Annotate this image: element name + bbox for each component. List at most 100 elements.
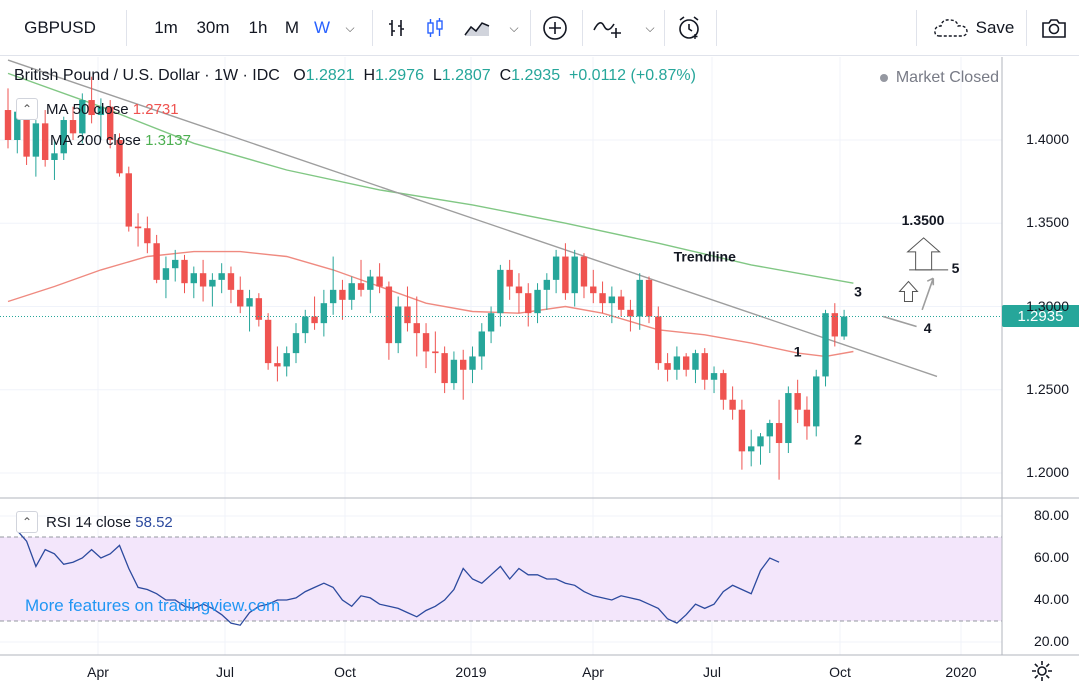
candle-body: [497, 269, 504, 314]
rsi-tick-label: 80.00: [1033, 507, 1069, 523]
candle-body: [636, 279, 643, 317]
candle-body: [617, 296, 625, 310]
candles-icon: [427, 18, 443, 37]
tradingview-watermark-link[interactable]: More features on tradingview.com: [25, 596, 281, 615]
candle-body: [218, 273, 225, 280]
annotation-label: 1.3500: [902, 212, 945, 228]
intervals-dropdown[interactable]: ⌵: [340, 0, 360, 56]
annotation-label: 1: [794, 343, 802, 359]
rsi-legend: ⌃ RSI 14 close 58.52: [16, 511, 173, 533]
candle-body: [32, 123, 40, 157]
annotation-label: 5: [952, 260, 960, 276]
high-label: H: [363, 67, 376, 84]
time-tick-label: Apr: [87, 664, 109, 680]
ma50-legend: ⌃ MA 50 close 1.2731: [16, 98, 179, 120]
open-value: 1.2821: [305, 67, 355, 84]
status-dot-icon: [879, 74, 888, 82]
candle-body: [237, 289, 244, 307]
candle-body: [181, 259, 188, 284]
candle-body: [134, 226, 142, 229]
candle-body: [4, 110, 12, 140]
candle-body: [23, 111, 30, 157]
settings-gear-icon[interactable]: [1031, 660, 1053, 682]
candles-chart-type-button[interactable]: [420, 0, 450, 56]
symbol-search[interactable]: GBPUSD: [24, 18, 96, 37]
rsi-path: [16, 530, 780, 626]
candle-body: [367, 276, 374, 290]
candle-body: [292, 333, 300, 354]
ma200-value: 1.3137: [145, 132, 191, 149]
interval-week[interactable]: W: [313, 18, 331, 37]
toolbar-divider: [664, 10, 665, 46]
rsi-label: RSI: [46, 513, 72, 531]
compare-button[interactable]: [538, 0, 572, 56]
alarm-clock-icon: [679, 16, 699, 39]
interval-month[interactable]: M: [284, 18, 300, 37]
plus-circle-icon: [543, 16, 567, 40]
candle-body: [339, 289, 346, 300]
candle-body: [348, 283, 355, 300]
collapse-indicators-button[interactable]: ⌃: [16, 98, 38, 120]
indicators-dropdown[interactable]: ⌵: [640, 0, 660, 56]
candle-body: [264, 319, 272, 364]
area-chart-type-button[interactable]: [460, 0, 494, 56]
interval-1m[interactable]: 1m: [154, 18, 178, 37]
candle-body: [757, 436, 764, 447]
candle-body: [506, 269, 513, 287]
annotation-label: Trendline: [674, 249, 736, 265]
camera-icon: [1042, 19, 1066, 38]
candle-body: [274, 363, 281, 367]
wave4-arrow: [882, 315, 917, 328]
market-status: Market Closed: [879, 69, 999, 87]
alert-button[interactable]: [672, 0, 706, 56]
candle-body: [775, 423, 783, 444]
candle-body: [543, 279, 551, 290]
candle-body: [432, 351, 439, 354]
indicators-button[interactable]: [590, 0, 626, 56]
toolbar-divider: [372, 10, 373, 46]
annotation-label: 2: [854, 432, 862, 448]
interval-30m[interactable]: 30m: [196, 18, 230, 37]
candle-body: [255, 298, 263, 320]
candle-body: [97, 106, 105, 116]
candle-body: [88, 100, 95, 116]
candle-body: [283, 353, 290, 367]
time-tick-label: Apr: [582, 664, 604, 680]
collapse-rsi-button[interactable]: ⌃: [16, 511, 38, 533]
low-value: 1.2807: [441, 67, 491, 84]
chevron-down-icon: ⌵: [645, 20, 655, 35]
annotation-label: 4: [924, 320, 932, 336]
candles: [4, 76, 848, 480]
candle-body: [246, 298, 253, 307]
price-tick-label: 1.2000: [1026, 464, 1069, 480]
snapshot-button[interactable]: [1034, 0, 1074, 56]
up-arrow-icon: [906, 237, 941, 271]
annotations: Trendline 1 2 3 4 5 1.3500: [674, 212, 960, 448]
ma50-params: 50 close: [72, 100, 129, 118]
candle-body: [794, 393, 801, 410]
chevron-down-icon: ⌵: [345, 20, 355, 35]
chart-type-dropdown[interactable]: ⌵: [504, 0, 524, 56]
time-tick-label: Jul: [703, 664, 721, 680]
rsi-band: [0, 537, 1002, 621]
candle-body: [51, 153, 58, 160]
interval-1h[interactable]: 1h: [248, 18, 268, 37]
bar-chart-type-button[interactable]: [382, 0, 412, 56]
chart-legend: British Pound / U.S. Dollar · 1W · IDC O…: [14, 67, 696, 85]
trendline: [7, 59, 938, 378]
save-button[interactable]: Save: [928, 0, 1018, 56]
last-price-tag: 1.2935: [1002, 305, 1079, 328]
rsi-tick-label: 20.00: [1033, 633, 1069, 649]
candle-body: [748, 446, 755, 452]
candle-body: [580, 256, 588, 287]
time-tick-label: Oct: [334, 664, 356, 680]
candle-body: [413, 323, 420, 334]
candle-body: [125, 173, 132, 227]
candle-body: [729, 399, 736, 410]
rsi-tick-label: 40.00: [1033, 591, 1069, 607]
ma50-line: [7, 250, 854, 358]
candle-body: [190, 273, 197, 284]
time-tick-label: Jul: [216, 664, 234, 680]
candle-body: [627, 309, 634, 317]
